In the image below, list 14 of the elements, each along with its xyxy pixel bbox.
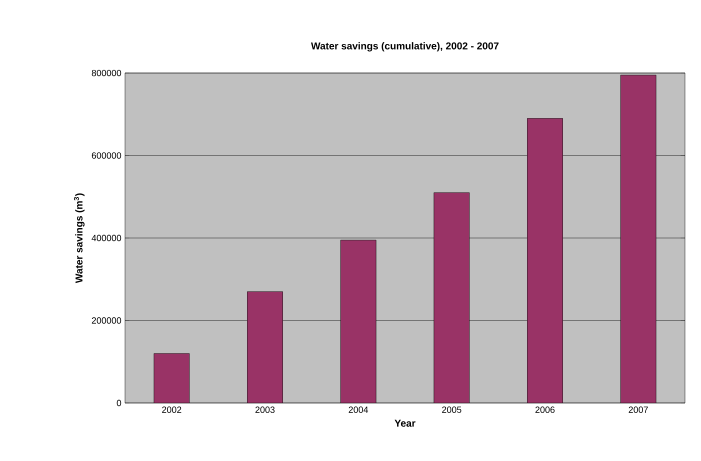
y-axis-title: Water savings (m$^{3}$): [74, 193, 85, 284]
x-tick-label: 2006: [535, 406, 555, 413]
y-tick-label: 0: [116, 400, 122, 406]
x-axis-title: Year: [394, 420, 416, 427]
x-tick-label: 2005: [442, 406, 462, 413]
x-tick-label: 2002: [162, 406, 182, 413]
x-tick-label: 2004: [348, 406, 368, 413]
x-tick-label: 2003: [255, 406, 275, 413]
y-tick-label: 200000: [92, 317, 122, 324]
y-tick-label: 400000: [92, 234, 122, 242]
chart-title: Water savings (cumulative), 2002 - 2007: [310, 42, 499, 52]
x-tick-label: 2007: [628, 406, 648, 413]
y-tick-label: 600000: [92, 152, 122, 159]
y-tick-label: 800000: [92, 70, 122, 76]
